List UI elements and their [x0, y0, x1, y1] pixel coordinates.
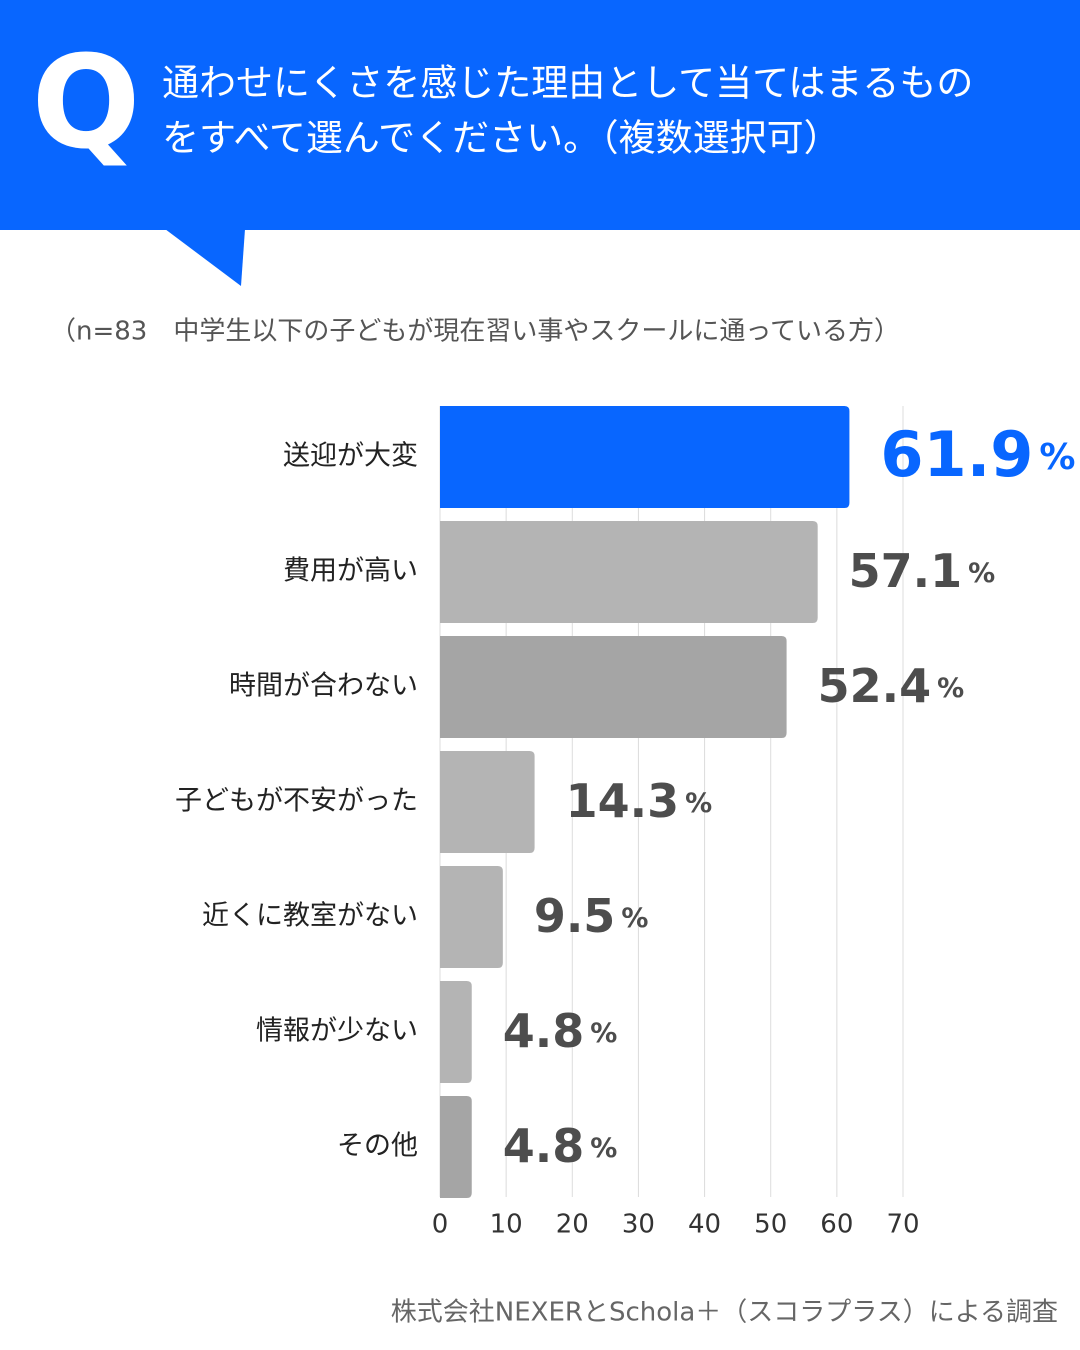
category-label: 情報が少ない: [256, 1016, 418, 1047]
category-label: 近くに教室がない: [202, 901, 418, 932]
value-unit: %: [968, 558, 995, 589]
x-tick-label: 30: [622, 1210, 655, 1240]
value-unit: %: [590, 1018, 617, 1049]
value-label: 4.8%: [503, 1119, 618, 1173]
source: 株式会社NEXERとSchola＋（スコラプラス）による調査: [391, 1298, 1058, 1328]
value-label: 57.1%: [849, 544, 996, 598]
value-unit: %: [937, 673, 964, 704]
value-number: 52.4: [818, 659, 932, 713]
x-tick-label: 40: [688, 1210, 721, 1240]
bar: [440, 406, 850, 508]
q-marker: Q: [32, 29, 141, 178]
subtitle: （n=83 中学生以下の子どもが現在習い事やスクールに通っている方）: [50, 317, 900, 347]
header-band: [0, 0, 1080, 230]
category-label: 送迎が大変: [283, 441, 418, 472]
value-label: 4.8%: [503, 1004, 618, 1058]
x-tick-label: 20: [556, 1210, 589, 1240]
bar: [440, 751, 535, 853]
x-tick-label: 0: [432, 1210, 449, 1240]
bar: [440, 1096, 472, 1198]
x-tick-label: 60: [820, 1210, 853, 1240]
category-label: その他: [337, 1131, 418, 1162]
value-label: 52.4%: [818, 659, 965, 713]
bar: [440, 521, 818, 623]
value-number: 4.8: [503, 1004, 584, 1058]
value-number: 57.1: [849, 544, 963, 598]
category-label: 時間が合わない: [229, 671, 418, 702]
value-label: 14.3%: [566, 774, 713, 828]
value-unit: %: [1039, 437, 1075, 478]
title-line: 通わせにくさを感じた理由として当てはまるもの: [162, 62, 973, 105]
value-number: 61.9: [880, 418, 1033, 491]
bar: [440, 866, 503, 968]
value-unit: %: [685, 788, 712, 819]
bar: [440, 981, 472, 1083]
value-unit: %: [590, 1133, 617, 1164]
x-tick-label: 10: [490, 1210, 523, 1240]
value-number: 14.3: [566, 774, 680, 828]
x-tick-label: 70: [886, 1210, 919, 1240]
x-tick-label: 50: [754, 1210, 787, 1240]
speech-tail: [165, 229, 245, 286]
title-line: をすべて選んでください。（複数選択可）: [162, 117, 841, 160]
category-label: 費用が高い: [283, 556, 418, 587]
value-number: 9.5: [534, 889, 616, 943]
value-unit: %: [621, 903, 648, 934]
value-label: 61.9%: [880, 418, 1075, 491]
category-label: 子どもが不安がった: [175, 786, 418, 817]
value-number: 4.8: [503, 1119, 584, 1173]
value-label: 9.5%: [534, 889, 649, 943]
bar: [440, 636, 787, 738]
